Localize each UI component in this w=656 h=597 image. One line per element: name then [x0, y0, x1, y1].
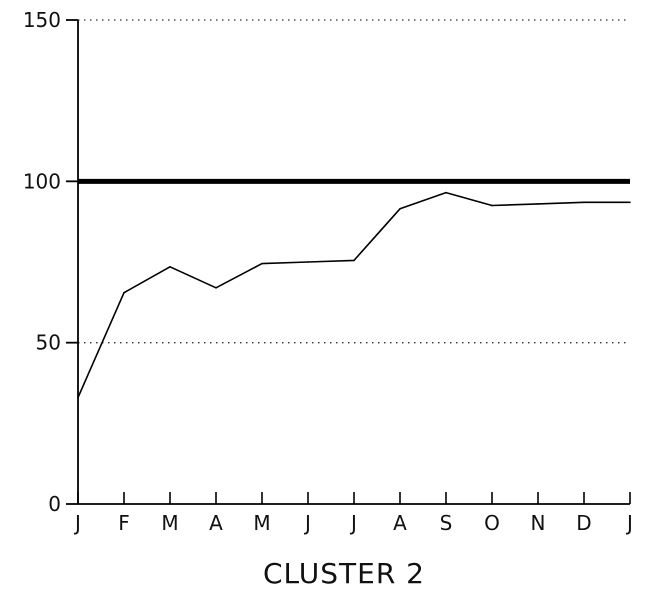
tick-labels: 0 50 100 150 J F M A M J J A S O N D J: [23, 8, 633, 535]
x-tick-label-9: O: [484, 511, 500, 535]
x-tick-label-11: D: [576, 511, 591, 535]
x-tick-label-12: J: [625, 511, 633, 535]
data-point-8: [445, 191, 447, 194]
x-tick-label-7: A: [393, 511, 407, 535]
data-point-4: [261, 262, 263, 265]
x-tick-label-3: A: [209, 511, 223, 535]
data-point-10: [537, 203, 539, 205]
data-point-6: [353, 259, 355, 262]
data-point-11: [583, 201, 585, 204]
gridlines: [78, 19, 630, 344]
x-tick-label-8: S: [440, 511, 453, 535]
chart-title: CLUSTER 2: [263, 557, 425, 590]
y-tick-label-150: 150: [23, 8, 61, 32]
x-tick-label-6: J: [349, 511, 357, 535]
x-tick-label-4: M: [253, 511, 270, 535]
data-point-9: [491, 204, 493, 207]
data-point-2: [169, 266, 171, 268]
data-point-0: [77, 396, 79, 399]
series-line-0: [77, 191, 630, 398]
x-tick-label-1: F: [118, 511, 130, 535]
data-point-3: [215, 287, 217, 289]
x-tick-label-5: J: [303, 511, 311, 535]
axes: [66, 19, 631, 505]
x-tick-label-2: M: [161, 511, 178, 535]
data-point-5: [307, 261, 309, 263]
x-tick-label-0: J: [73, 511, 81, 535]
x-tick-label-10: N: [531, 511, 546, 535]
data-point-1: [123, 291, 125, 294]
y-tick-label-50: 50: [36, 331, 61, 355]
data-series: [77, 178, 631, 399]
y-tick-label-0: 0: [48, 492, 61, 516]
y-tick-label-100: 100: [23, 169, 61, 193]
data-point-7: [399, 207, 401, 210]
data-point-12: [629, 201, 631, 204]
